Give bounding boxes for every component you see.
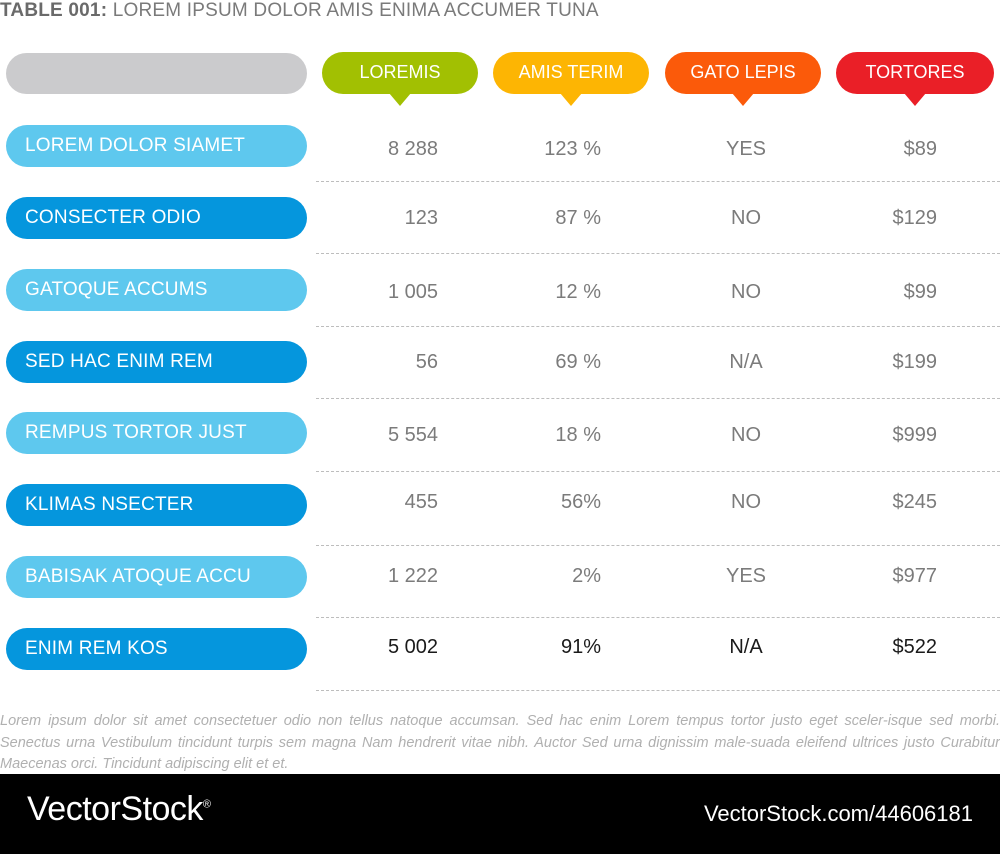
cell-tortores: $99 bbox=[903, 281, 937, 303]
cell-gato-lepis: YES bbox=[725, 565, 767, 587]
row-label: SED HAC ENIM REM bbox=[6, 341, 307, 383]
row-label: REMPUS TORTOR JUST bbox=[6, 412, 307, 454]
row-label: LOREM DOLOR SIAMET bbox=[6, 125, 307, 167]
cell-loremis: 1 222 bbox=[387, 565, 438, 587]
table-title-text: LOREM IPSUM DOLOR AMIS ENIMA ACCUMER TUN… bbox=[107, 0, 599, 21]
column-header-label: LOREMIS bbox=[359, 62, 441, 82]
column-header-label: AMIS TERIM bbox=[518, 62, 624, 82]
table-title-prefix: TABLE 001: bbox=[0, 0, 108, 21]
column-header-label: TORTORES bbox=[865, 62, 965, 82]
cell-loremis: 5 554 bbox=[387, 424, 438, 446]
row-label: BABISAK ATOQUE ACCU bbox=[6, 556, 307, 598]
brand-logo: VectorStock® bbox=[27, 790, 211, 829]
brand-registered-mark: ® bbox=[202, 798, 211, 811]
cell-loremis: 5 002 bbox=[387, 636, 438, 658]
row-divider bbox=[316, 253, 1000, 254]
row-divider bbox=[316, 545, 1000, 546]
table-title: TABLE 001: LOREM IPSUM DOLOR AMIS ENIMA … bbox=[0, 0, 599, 24]
cell-gato-lepis: NO bbox=[731, 281, 761, 303]
column-header-tortores: TORTORES bbox=[836, 52, 994, 106]
cell-amis-terim: 2% bbox=[572, 565, 601, 587]
row-divider bbox=[316, 181, 1000, 182]
column-header-label: GATO LEPIS bbox=[690, 62, 796, 82]
column-header-gato-lepis: GATO LEPIS bbox=[665, 52, 821, 106]
cell-gato-lepis: NO bbox=[731, 207, 761, 229]
cell-gato-lepis: YES bbox=[725, 138, 767, 160]
cell-gato-lepis: NO bbox=[731, 424, 761, 446]
row-divider bbox=[316, 398, 1000, 399]
watermark-footer: VectorStock® VectorStock.com/44606181 bbox=[0, 774, 1000, 854]
cell-tortores: $89 bbox=[903, 138, 937, 160]
cell-tortores: $129 bbox=[892, 207, 938, 229]
column-header-amis-terim: AMIS TERIM bbox=[493, 52, 649, 106]
row-divider bbox=[316, 617, 1000, 618]
cell-tortores: $199 bbox=[892, 351, 938, 373]
cell-tortores: $245 bbox=[892, 491, 938, 513]
column-header-loremis: LOREMIS bbox=[322, 52, 478, 106]
cell-loremis: 455 bbox=[404, 491, 438, 513]
cell-tortores: $999 bbox=[892, 424, 938, 446]
cell-tortores: $522 bbox=[892, 636, 938, 658]
brand-name: VectorStock bbox=[27, 790, 203, 828]
cell-gato-lepis: N/A bbox=[729, 351, 763, 373]
cell-amis-terim: 56% bbox=[560, 491, 601, 513]
cell-loremis: 8 288 bbox=[387, 138, 438, 160]
row-divider bbox=[316, 326, 1000, 327]
cell-amis-terim: 123 % bbox=[544, 138, 601, 160]
row-label: KLIMAS NSECTER bbox=[6, 484, 307, 526]
row-label: GATOQUE ACCUMS bbox=[6, 269, 307, 311]
footnote: Lorem ipsum dolor sit amet consectetuer … bbox=[0, 713, 1000, 772]
cell-gato-lepis: NO bbox=[731, 491, 761, 513]
header-blank-pill bbox=[6, 53, 307, 94]
column-header-pointer bbox=[904, 93, 926, 106]
brand-url: VectorStock.com/44606181 bbox=[703, 801, 973, 826]
cell-loremis: 1 005 bbox=[387, 281, 438, 303]
row-divider bbox=[316, 690, 1000, 691]
cell-amis-terim: 18 % bbox=[555, 424, 601, 446]
column-header-pointer bbox=[732, 93, 754, 106]
row-label: ENIM REM KOS bbox=[6, 628, 307, 670]
column-header-pointer bbox=[389, 93, 411, 106]
cell-loremis: 123 bbox=[404, 207, 438, 229]
column-header-pointer bbox=[560, 93, 582, 106]
cell-amis-terim: 87 % bbox=[555, 207, 601, 229]
cell-tortores: $977 bbox=[892, 565, 938, 587]
cell-amis-terim: 69 % bbox=[555, 351, 601, 373]
cell-amis-terim: 12 % bbox=[555, 281, 601, 303]
cell-loremis: 56 bbox=[415, 351, 438, 373]
row-label: CONSECTER ODIO bbox=[6, 197, 307, 239]
cell-gato-lepis: N/A bbox=[729, 636, 763, 658]
cell-amis-terim: 91% bbox=[560, 636, 601, 658]
row-divider bbox=[316, 471, 1000, 472]
